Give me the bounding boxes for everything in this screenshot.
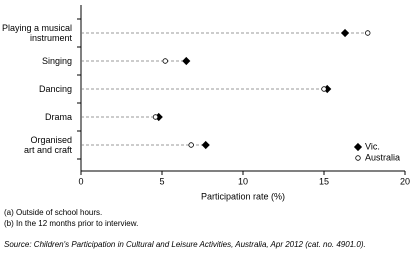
dot: [188, 142, 194, 148]
category-label: Dancing: [38, 84, 72, 94]
x-tick-label: 5: [159, 176, 164, 186]
legend-label: Vic.: [365, 141, 380, 151]
dot: [182, 56, 191, 66]
footnote: (a) Outside of school hours.: [4, 208, 103, 217]
x-axis-title: Participation rate (%): [201, 191, 285, 201]
dot: [162, 58, 168, 64]
x-tick-label: 15: [319, 176, 329, 186]
x-tick-label: 10: [238, 176, 248, 186]
legend-marker: [353, 142, 363, 152]
footnote: (b) In the 12 months prior to interview.: [4, 219, 139, 228]
category-label: Organised art and craft: [23, 135, 72, 155]
category-label: Drama: [44, 112, 72, 122]
x-tick-label: 20: [400, 176, 410, 186]
legend-label: Australia: [365, 152, 400, 162]
dot: [321, 86, 327, 92]
x-tick-label: 0: [78, 176, 83, 186]
source: Source: Children's Participation in Cult…: [4, 240, 366, 249]
dot: [365, 30, 371, 36]
category-label: Singing: [41, 56, 72, 66]
legend-marker: [355, 155, 361, 161]
dot: [201, 140, 210, 150]
category-label: Playing a musical instrument: [1, 23, 72, 43]
dot: [152, 114, 159, 120]
dot: [340, 28, 350, 38]
